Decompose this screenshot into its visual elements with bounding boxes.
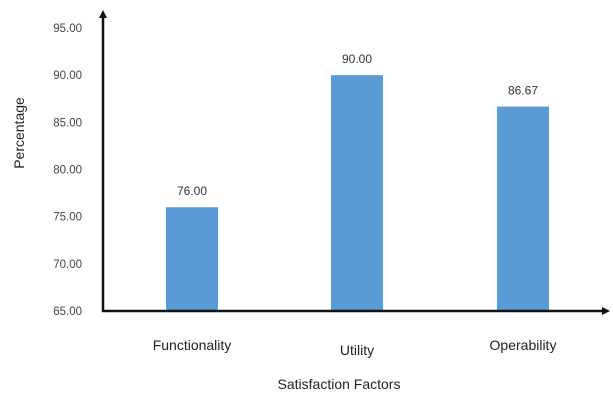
bar-operability [497, 106, 549, 311]
data-label: 76.00 [177, 184, 207, 198]
x-axis-title: Satisfaction Factors [278, 376, 401, 392]
y-axis-title: Percentage [11, 97, 27, 169]
bar-utility [331, 75, 383, 312]
x-tick-label: Utility [340, 342, 374, 358]
x-axis-labels: Functionality Utility Operability [153, 337, 557, 358]
x-tick-label: Functionality [153, 337, 232, 353]
y-tick-label: 65.00 [53, 306, 82, 318]
data-label: 86.67 [508, 84, 538, 98]
y-tick-label: 95.00 [53, 23, 82, 35]
x-tick-label: Operability [490, 337, 557, 353]
data-labels: 76.00 90.00 86.67 [177, 52, 538, 198]
y-axis-ticks: 65.00 70.00 75.00 80.00 85.00 90.00 95.00 [53, 23, 82, 318]
axes [99, 10, 610, 315]
bar-functionality [166, 207, 218, 311]
y-tick-label: 80.00 [53, 165, 82, 177]
y-tick-label: 75.00 [53, 212, 82, 224]
y-tick-label: 85.00 [53, 117, 82, 129]
y-tick-label: 90.00 [53, 70, 82, 82]
y-tick-label: 70.00 [53, 259, 82, 271]
data-label: 90.00 [342, 52, 372, 66]
bars [166, 75, 549, 312]
